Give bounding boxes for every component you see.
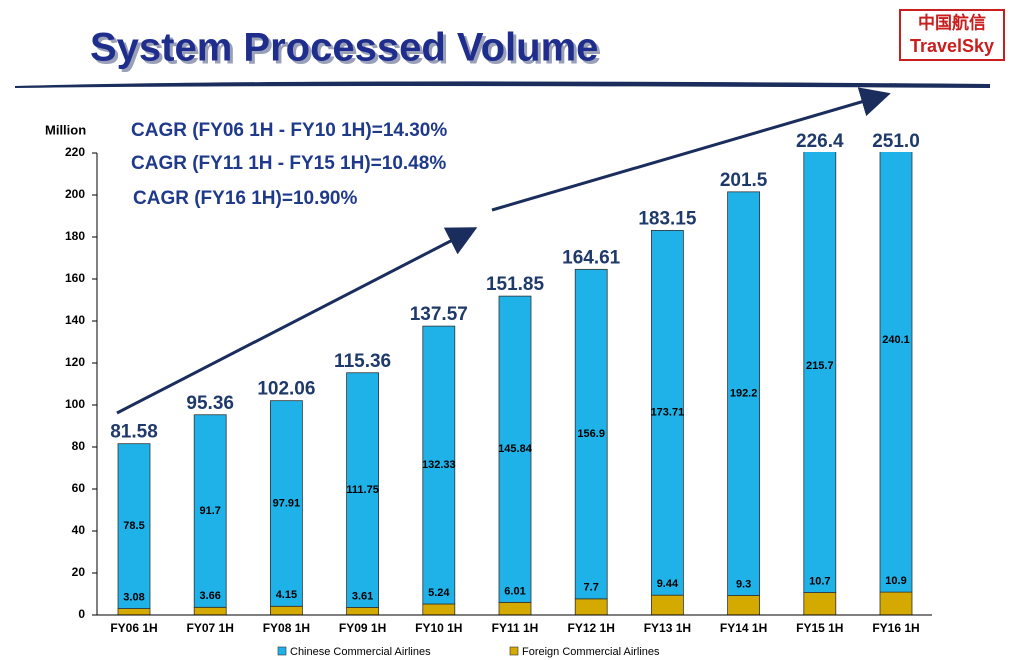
bar-segment — [574, 598, 608, 616]
bar-segment — [803, 592, 837, 616]
plot-area — [117, 152, 913, 616]
logo-cn: 中国航信 — [918, 12, 986, 32]
x-tick-label: FY11 1H — [492, 621, 539, 635]
bar-segment — [117, 443, 151, 609]
y-tick-label: 60 — [72, 481, 86, 495]
data-label: 9.3 — [736, 578, 751, 590]
total-label: 95.36 — [186, 393, 234, 414]
x-tick-label: FY09 1H — [339, 621, 386, 635]
y-tick-label: 120 — [65, 355, 85, 369]
header-swoosh — [15, 81, 990, 88]
total-label: 115.36 — [334, 351, 391, 372]
data-label: 4.15 — [276, 589, 297, 601]
y-tick-label: 180 — [65, 229, 85, 243]
data-label: 192.2 — [730, 388, 758, 400]
data-label: 3.66 — [199, 590, 220, 602]
bar-segment — [269, 400, 303, 607]
title-shadow: System Processed Volume — [93, 29, 601, 73]
data-label: 145.84 — [498, 443, 533, 455]
total-label: 226.4 — [796, 131, 844, 152]
y-tick-label: 80 — [72, 439, 86, 453]
y-tick-label: 200 — [65, 187, 85, 201]
x-tick-label: FY15 1H — [796, 621, 843, 635]
x-tick-label: FY14 1H — [720, 621, 767, 635]
bar-segment — [879, 152, 913, 593]
data-label: 5.24 — [428, 587, 450, 599]
total-label: 137.57 — [410, 304, 468, 325]
data-label: 10.9 — [885, 575, 906, 587]
trend-arrow — [491, 87, 891, 212]
bar-segment — [727, 191, 760, 596]
bar-segment — [651, 594, 684, 616]
y-tick-label: 0 — [78, 607, 85, 621]
bar-segment — [879, 591, 913, 616]
x-tick-label: FY08 1H — [263, 621, 310, 635]
data-label: 97.91 — [273, 497, 301, 509]
data-label: 132.33 — [422, 459, 456, 471]
legend-label: Foreign Commercial Airlines — [522, 646, 660, 658]
y-tick-label: 40 — [72, 523, 86, 537]
total-label: 102.06 — [257, 379, 315, 400]
annotation: CAGR (FY06 1H - FY10 1H)=14.30% — [131, 120, 447, 141]
bar-segment — [422, 325, 456, 605]
data-label: 91.7 — [199, 505, 220, 517]
y-tick-label: 100 — [65, 397, 85, 411]
legend-swatch — [277, 646, 287, 656]
total-label: 164.61 — [562, 247, 621, 268]
logo-en: TravelSky — [910, 36, 994, 56]
bar-segment — [193, 414, 227, 608]
x-tick-label: FY13 1H — [644, 621, 691, 635]
bar-segment — [498, 601, 532, 616]
bar-segment — [803, 152, 837, 593]
x-tick-label: FY07 1H — [187, 621, 234, 635]
data-label: 156.9 — [577, 428, 605, 440]
bar-segment — [727, 595, 760, 616]
y-tick-label: 220 — [65, 145, 85, 159]
y-tick-label: 140 — [65, 313, 85, 327]
bar-segment — [193, 606, 227, 616]
logo — [899, 9, 1005, 61]
data-label: 6.01 — [504, 585, 525, 597]
data-label: 78.5 — [123, 520, 144, 532]
bar-segment — [422, 603, 456, 616]
legend-label: Chinese Commercial Airlines — [290, 646, 431, 658]
bar-segment — [574, 268, 608, 600]
data-label: 10.7 — [809, 575, 830, 587]
bar-segment — [117, 608, 151, 616]
y-tick-label: 160 — [65, 271, 85, 285]
bar-segment — [651, 229, 684, 596]
data-label: 111.75 — [346, 484, 378, 496]
total-label: 151.85 — [486, 274, 545, 295]
title: System Processed Volume — [90, 26, 598, 70]
data-label: 215.7 — [806, 360, 834, 372]
data-label: 7.7 — [584, 582, 599, 594]
y-tick-label: 20 — [72, 565, 86, 579]
total-label: 201.5 — [720, 170, 768, 191]
total-label: 81.58 — [110, 422, 158, 443]
y-axis-label: Million — [45, 122, 86, 137]
trend-arrow — [116, 227, 478, 415]
bar-segment — [346, 372, 380, 608]
data-label: 173.71 — [651, 407, 685, 419]
data-label: 240.1 — [882, 334, 910, 346]
x-tick-label: FY12 1H — [568, 621, 615, 635]
total-label: 251.0 — [872, 131, 920, 152]
bar-segment — [269, 605, 303, 616]
data-label: 9.44 — [657, 578, 679, 590]
data-label: 3.08 — [123, 591, 144, 603]
legend-swatch — [509, 646, 519, 656]
x-tick-label: FY10 1H — [415, 621, 462, 635]
x-tick-label: FY16 1H — [872, 621, 919, 635]
total-label: 183.15 — [638, 208, 697, 229]
data-label: 3.61 — [352, 590, 373, 602]
annotation: CAGR (FY16 1H)=10.90% — [133, 188, 357, 209]
annotation: CAGR (FY11 1H - FY15 1H)=10.48% — [131, 153, 446, 174]
x-tick-label: FY06 1H — [110, 621, 157, 635]
bar-segment — [498, 295, 532, 603]
bar-segment — [346, 607, 380, 616]
